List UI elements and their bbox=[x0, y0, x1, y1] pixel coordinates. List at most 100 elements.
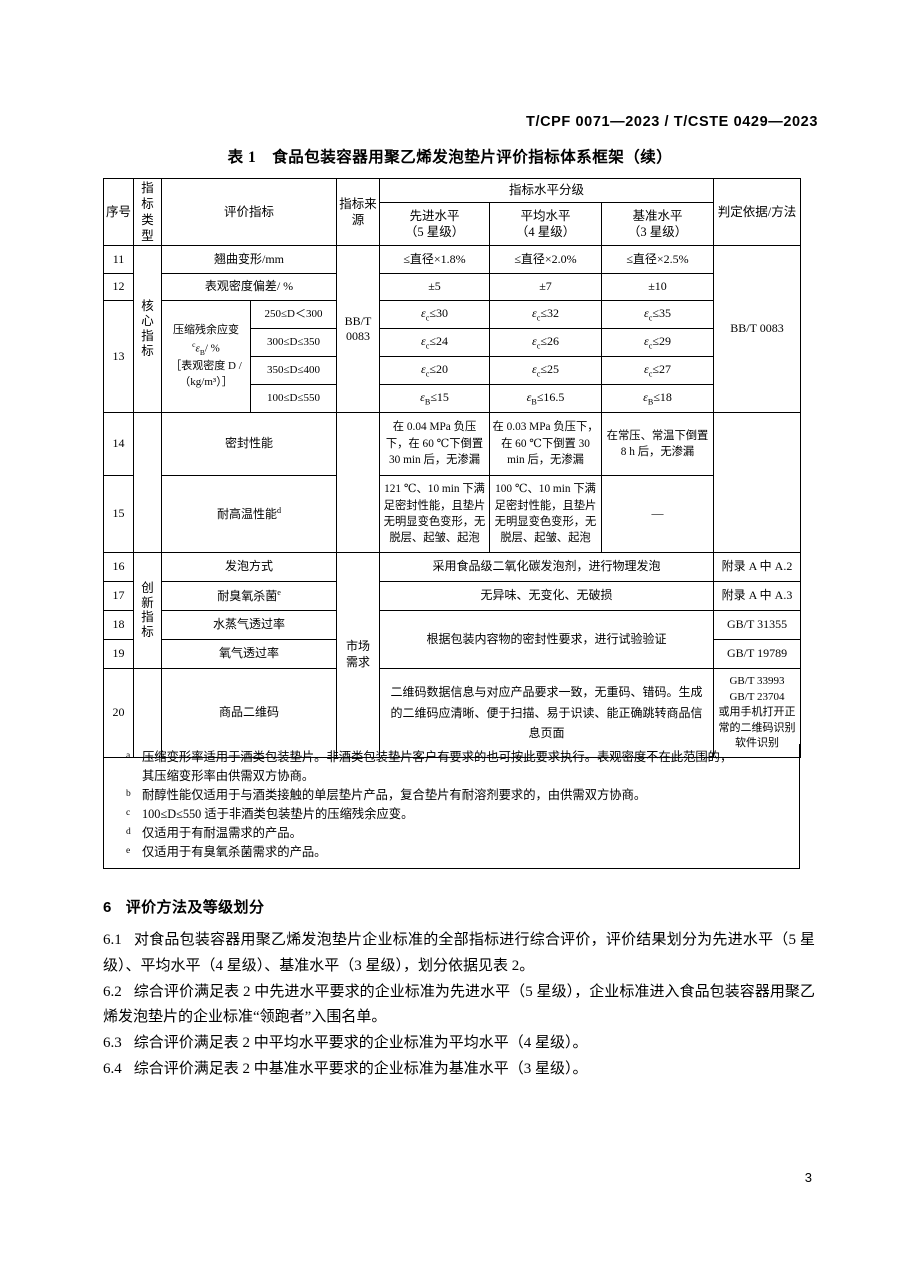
header-level-average-main: 平均水平 bbox=[520, 208, 571, 223]
row-12-average: ±7 bbox=[489, 273, 603, 301]
row-13-indicator-line2: cεB/ % bbox=[192, 339, 220, 357]
table-row: 13 压缩残余应变 cεB/ % ［表观密度 D / （kg/m³）］ 250≤… bbox=[103, 300, 801, 413]
row-13-range-3: 350≤D≤400 bbox=[249, 356, 338, 385]
footnote-a-mark: a bbox=[126, 751, 131, 761]
paragraph-6-4-number: 6.4 bbox=[103, 1060, 122, 1077]
row-13-range-4: 100≤D≤550 bbox=[249, 384, 338, 413]
row-13-indicator: 压缩残余应变 cεB/ % ［表观密度 D / （kg/m³）］ bbox=[161, 300, 251, 413]
footnote-d-text: 仅适用于有耐温需求的产品。 bbox=[142, 826, 302, 841]
row-20-basis-line4: 常的二维码识别 bbox=[718, 721, 796, 734]
paragraph-6-1: 6.1 对食品包装容器用聚乙烯发泡垫片企业标准的全部指标进行综合评价，评价结果划分… bbox=[103, 928, 815, 980]
row-11-indicator: 翘曲变形/mm bbox=[160, 245, 338, 274]
footnote-e-mark: e bbox=[126, 846, 131, 857]
row-13-base-4: εB≤18 bbox=[601, 384, 715, 413]
source-bbt-0083: BB/T 0083 bbox=[336, 245, 381, 413]
paragraph-6-2-text: 综合评价满足表 2 中先进水平要求的企业标准为先进水平（5 星级），企业标准进入… bbox=[103, 983, 815, 1026]
row-16-merged: 采用食品级二氧化碳发泡剂，进行物理发泡 bbox=[379, 552, 715, 582]
row-15-seq: 15 bbox=[103, 475, 134, 553]
row-20-merged: 二维码数据信息与对应产品要求一致，无重码、错码。生成的二维码应清晰、便于扫描、易… bbox=[379, 668, 715, 758]
row-19-indicator: 氧气透过率 bbox=[160, 639, 338, 669]
footnote-a: a 压缩变形率适用于酒类包装垫片。非酒类包装垫片客户有要求的也可按此要求执行。表… bbox=[104, 748, 799, 767]
row-18-indicator: 水蒸气透过率 bbox=[160, 610, 338, 640]
footnote-b: b 耐醇性能仅适用于与酒类接触的单层垫片产品，复合垫片有耐溶剂要求的，由供需双方… bbox=[104, 786, 799, 805]
header-basis: 判定依据/方法 bbox=[713, 178, 802, 246]
footnote-c-mark: c bbox=[126, 808, 131, 819]
table-title: 表 1 食品包装容器用聚乙烯发泡垫片评价指标体系框架（续） bbox=[227, 149, 673, 166]
footnote-b-mark: b bbox=[126, 789, 131, 800]
source-market-demand: 市场需求 bbox=[336, 552, 381, 758]
header-level-advanced-main: 先进水平 bbox=[409, 208, 460, 223]
header-indicator: 评价指标 bbox=[160, 178, 338, 246]
row-17-merged: 无异味、无变化、无破损 bbox=[379, 581, 715, 611]
row-13-advanced-4: εB≤15 bbox=[379, 384, 491, 413]
row-18-merged: 根据包装内容物的密封性要求，进行试验验证 bbox=[379, 610, 715, 669]
footnote-a-text: 压缩变形率适用于酒类包装垫片。非酒类包装垫片客户有要求的也可按此要求执行。表观密… bbox=[142, 750, 733, 764]
paragraph-6-4-text: 综合评价满足表 2 中基准水平要求的企业标准为基准水平（3 星级）。 bbox=[133, 1060, 588, 1077]
table-row: 100≤D≤550 εB≤15 εB≤16.5 εB≤18 bbox=[104, 384, 801, 413]
table-header-row-2: 先进水平 （5 星级） 平均水平 （4 星级） 基准水平 （3 星级） bbox=[104, 201, 801, 247]
paragraph-6-3-number: 6.3 bbox=[103, 1035, 122, 1052]
row-13-seq: 13 bbox=[103, 300, 134, 413]
row-15-base: — bbox=[601, 475, 715, 553]
header-level-base-sub: （3 星级） bbox=[627, 224, 688, 239]
row-19-seq: 19 bbox=[103, 639, 134, 669]
row-20-basis-line1: GB/T 33993 bbox=[729, 674, 785, 687]
paragraph-6-2-number: 6.2 bbox=[103, 983, 122, 1000]
row-13-indicator-line4: （kg/m³）］ bbox=[179, 376, 233, 389]
table-row: 15 耐高温性能d 121 ℃、10 min 下满足密封性能，且垫片无明显变色变… bbox=[103, 475, 801, 553]
row-11-seq: 11 bbox=[103, 245, 134, 274]
row-16-seq: 16 bbox=[103, 552, 134, 582]
row-13-range-1: 250≤D＜300 bbox=[249, 300, 338, 329]
header-source: 指标来源 bbox=[336, 178, 381, 246]
row-13-indicator-line1: 压缩残余应变 bbox=[173, 324, 239, 337]
row-13-indicator-line3: ［表观密度 D / bbox=[170, 359, 242, 372]
header-level-average: 平均水平 （4 星级） bbox=[489, 201, 603, 247]
document-header-standard-codes: T/CPF 0071—2023 / T/CSTE 0429—2023 bbox=[525, 114, 818, 130]
row-16-basis: 附录 A 中 A.2 bbox=[713, 552, 802, 582]
row-13-base-1: εc≤35 bbox=[601, 300, 715, 329]
row-20-basis-line5: 软件识别 bbox=[735, 737, 780, 750]
row-12-base: ±10 bbox=[601, 273, 715, 301]
section-body: 6.1 对食品包装容器用聚乙烯发泡垫片企业标准的全部指标进行综合评价，评价结果划分… bbox=[103, 928, 815, 1083]
row-14-indicator: 密封性能 bbox=[160, 412, 338, 476]
row-17-indicator: 耐臭氧杀菌e bbox=[160, 581, 338, 611]
row-19-basis: GB/T 19789 bbox=[713, 639, 802, 669]
row-13-average-1: εc≤32 bbox=[489, 300, 603, 329]
row-14-average: 在 0.03 MPa 负压下，在 60 ℃下倒置 30 min 后，无渗漏 bbox=[489, 412, 603, 476]
row-17-seq: 17 bbox=[103, 581, 134, 611]
group-innovation-label: 创新指标 bbox=[133, 552, 162, 669]
row-12-advanced: ±5 bbox=[379, 273, 491, 301]
header-level-advanced-sub: （5 星级） bbox=[404, 224, 465, 239]
row-20-basis-line3: 或用手机打开正 bbox=[718, 706, 796, 719]
row-11-advanced: ≤直径×1.8% bbox=[379, 245, 491, 274]
table-row: 17 耐臭氧杀菌e 无异味、无变化、无破损 附录 A 中 A.3 bbox=[103, 581, 802, 611]
header-level-average-sub: （4 星级） bbox=[515, 224, 576, 239]
page-number: 3 bbox=[804, 1170, 812, 1185]
table-row: 300≤D≤350 εc≤24 εc≤26 εc≤29 bbox=[104, 328, 801, 357]
table-row: 14 密封性能 在 0.04 MPa 负压下，在 60 ℃下倒置 30 min … bbox=[103, 412, 802, 553]
row-14-base: 在常压、常温下倒置 8 h 后，无渗漏 bbox=[601, 412, 715, 476]
table-row: 350≤D≤400 εc≤20 εc≤25 εc≤27 bbox=[104, 356, 801, 385]
row-15-advanced: 121 ℃、10 min 下满足密封性能，且垫片无明显变色变形，无脱层、起皱、起… bbox=[379, 475, 491, 553]
table-row: 12 表观密度偏差/ % ±5 ±7 ±10 bbox=[103, 273, 801, 301]
header-level-base-main: 基准水平 bbox=[632, 208, 683, 223]
footnote-c-text: 100≤D≤550 适于非酒类包装垫片的压缩残余应变。 bbox=[142, 807, 414, 822]
row-14-advanced: 在 0.04 MPa 负压下，在 60 ℃下倒置 30 min 后，无渗漏 bbox=[379, 412, 491, 476]
row-12-indicator: 表观密度偏差/ % bbox=[160, 273, 338, 301]
row-18-basis: GB/T 31355 bbox=[713, 610, 802, 640]
footnote-e-text: 仅适用于有臭氧杀菌需求的产品。 bbox=[142, 845, 327, 860]
table-header-row-1: 序号 指标类型 评价指标 指标来源 指标水平分级 判定依据/方法 bbox=[103, 178, 802, 246]
row-17-basis: 附录 A 中 A.3 bbox=[713, 581, 802, 611]
row-20-basis: GB/T 33993 GB/T 23704 或用手机打开正 常的二维码识别 软件… bbox=[713, 668, 802, 758]
footnote-d-mark: d bbox=[126, 827, 131, 838]
paragraph-6-4: 6.4 综合评价满足表 2 中基准水平要求的企业标准为基准水平（3 星级）。 bbox=[103, 1057, 815, 1083]
table-row: 16 创新指标 发泡方式 市场需求 采用食品级二氧化碳发泡剂，进行物理发泡 附录… bbox=[103, 552, 802, 758]
row-14-seq: 14 bbox=[103, 412, 134, 476]
row-13-average-3: εc≤25 bbox=[489, 356, 603, 385]
row-16-indicator: 发泡方式 bbox=[160, 552, 338, 582]
header-level-advanced: 先进水平 （5 星级） bbox=[379, 201, 491, 247]
row-14-source bbox=[336, 412, 381, 553]
header-seq: 序号 bbox=[103, 178, 134, 246]
row-14-basis bbox=[713, 412, 802, 553]
